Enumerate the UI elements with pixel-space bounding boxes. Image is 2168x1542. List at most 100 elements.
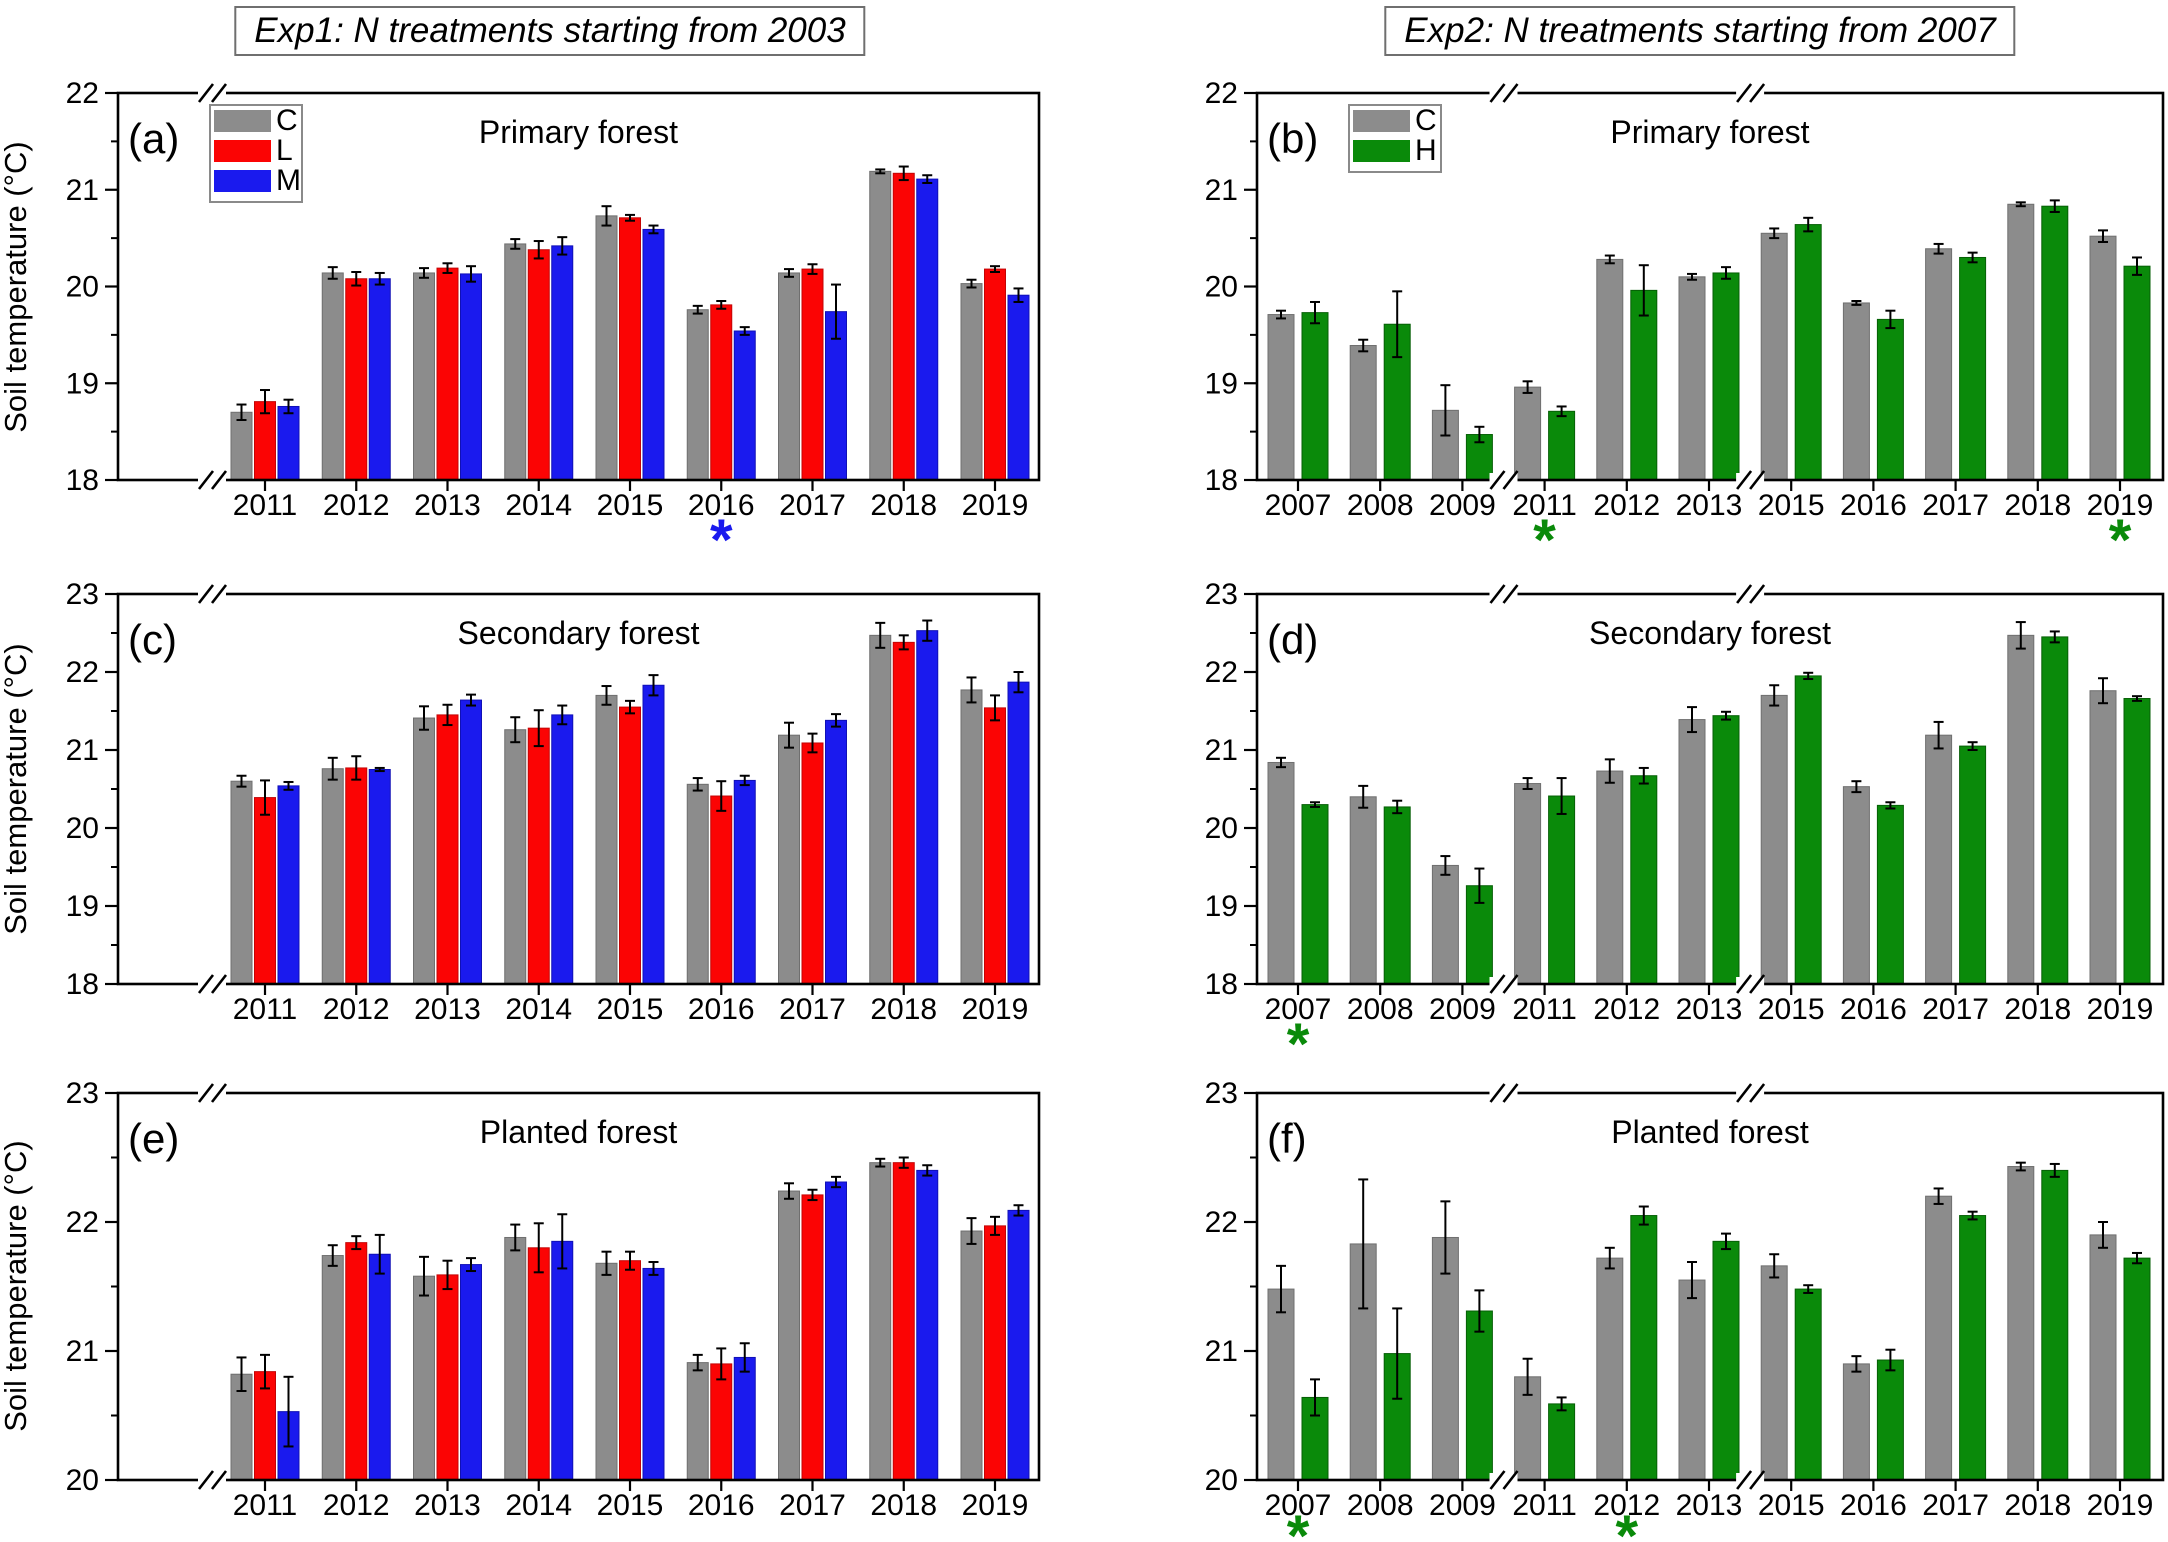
- bar-b-2018-C: [2007, 203, 2035, 481]
- significance-asterisk: *: [1287, 1504, 1310, 1542]
- x-tick-label: 2007: [1265, 489, 1332, 522]
- x-tick-label: 2018: [2004, 1489, 2071, 1522]
- bar-e-2018-L: [892, 1162, 915, 1481]
- panel-letter: (a): [128, 115, 179, 162]
- panel-letter: (d): [1267, 616, 1318, 663]
- bar-f-2019-C: [2089, 1234, 2117, 1481]
- panel-letter: (f): [1267, 1115, 1307, 1162]
- bar-d-2007-H: [1301, 804, 1329, 985]
- bar-f-2012-H: [1630, 1215, 1658, 1481]
- bar-c-2013-C: [413, 717, 435, 985]
- x-tick-label: 2013: [1676, 489, 1743, 522]
- x-tick-label: 2018: [870, 489, 937, 522]
- axis-break-slash: [197, 83, 215, 103]
- significance-asterisk: *: [1533, 508, 1556, 573]
- bar-b-2008-C: [1349, 345, 1377, 481]
- bar-d-2009-C: [1431, 864, 1459, 985]
- axis-break-gap: [1736, 86, 1765, 100]
- panel-title: Secondary forest: [458, 615, 700, 651]
- axis-break-slash: [1502, 83, 1519, 103]
- x-tick-label: 2016: [1840, 1489, 1907, 1522]
- bar-e-2014-M: [551, 1240, 574, 1481]
- bar-d-2017-C: [1925, 734, 1953, 985]
- x-tick-label: 2017: [1922, 993, 1989, 1026]
- panel-title: Primary forest: [1610, 114, 1809, 150]
- panel-title: Planted forest: [1611, 1114, 1809, 1150]
- axis-break-slash: [1489, 83, 1506, 103]
- bar-f-2013-H: [1712, 1240, 1740, 1481]
- x-tick-label: 2013: [1676, 993, 1743, 1026]
- bar-a-2017-C: [778, 272, 800, 481]
- y-tick-label: 19: [66, 367, 99, 400]
- bar-c-2013-L: [436, 714, 459, 985]
- bar-e-2014-C: [504, 1236, 527, 1481]
- y-tick-label: 19: [66, 890, 99, 923]
- bar-e-2019-L: [984, 1225, 1006, 1481]
- bar-a-2018-C: [869, 170, 892, 481]
- bar-c-2019-C: [960, 689, 983, 985]
- axis-break-slash: [210, 470, 228, 490]
- x-tick-label: 2015: [1758, 1489, 1825, 1522]
- bar-f-2015-C: [1760, 1265, 1788, 1481]
- y-tick-label: 21: [66, 1335, 99, 1368]
- axis-break-slash: [1489, 1470, 1506, 1490]
- axis-break-gap: [198, 86, 226, 100]
- axis-break-gap: [1736, 1473, 1765, 1487]
- x-tick-label: 2009: [1429, 993, 1496, 1026]
- x-tick-label: 2008: [1347, 993, 1414, 1026]
- legend-swatch-C: [214, 110, 271, 132]
- panel-letter: (c): [128, 616, 177, 663]
- bar-b-2012-C: [1596, 258, 1624, 481]
- bar-f-2011-H: [1548, 1403, 1576, 1481]
- panel-f: 20 21 22 23 2007 2008 2009 2011 2012 2013 2015 2016…: [1205, 1077, 2165, 1542]
- bar-a-2015-L: [619, 217, 641, 481]
- y-tick-label: 21: [66, 734, 99, 767]
- x-tick-label: 2009: [1429, 1489, 1496, 1522]
- bar-e-2019-C: [960, 1230, 983, 1481]
- bar-e-2015-M: [642, 1267, 665, 1481]
- bar-b-2011-H: [1548, 410, 1576, 481]
- bar-c-2015-L: [619, 706, 641, 985]
- axis-break-gap: [1489, 977, 1518, 991]
- bar-c-2016-L: [710, 795, 733, 985]
- axis-break-gap: [1736, 587, 1765, 601]
- bar-b-2016-C: [1842, 302, 1870, 481]
- axis-break-slash: [210, 974, 228, 994]
- y-tick-label: 19: [1205, 890, 1238, 923]
- bar-c-2014-L: [527, 727, 550, 985]
- x-tick-label: 2017: [779, 993, 846, 1026]
- y-tick-label: 23: [1205, 578, 1238, 611]
- bar-d-2013-H: [1712, 715, 1740, 985]
- bar-f-2016-H: [1876, 1359, 1904, 1481]
- bar-a-2013-M: [460, 273, 482, 481]
- x-tick-label: 2016: [688, 489, 755, 522]
- axis-break-slash: [1736, 1083, 1753, 1103]
- x-tick-label: 2018: [2004, 489, 2071, 522]
- axis-break-gap: [198, 587, 226, 601]
- axis-break-slash: [1736, 974, 1753, 994]
- axis-break-gap: [198, 1473, 226, 1487]
- bar-d-2015-H: [1794, 675, 1822, 985]
- x-tick-label: 2008: [1347, 489, 1414, 522]
- x-tick-label: 2013: [414, 993, 481, 1026]
- bar-c-2019-L: [984, 707, 1006, 985]
- axis-break-slash: [210, 1470, 228, 1490]
- y-tick-label: 18: [66, 464, 99, 497]
- legend-label-C: C: [1415, 104, 1437, 137]
- bar-a-2011-M: [277, 405, 300, 481]
- axis-break-gap: [1489, 587, 1518, 601]
- bar-c-2018-L: [892, 641, 915, 985]
- significance-asterisk: *: [2109, 508, 2132, 573]
- bar-f-2019-H: [2123, 1257, 2151, 1481]
- bar-c-2016-C: [686, 783, 709, 985]
- bar-a-2018-M: [916, 178, 939, 481]
- axis-break-gap: [1489, 86, 1518, 100]
- bar-f-2018-C: [2007, 1166, 2035, 1481]
- bar-a-2013-C: [413, 272, 435, 481]
- legend-label-H: H: [1415, 134, 1437, 167]
- axis-break-slash: [1489, 1083, 1506, 1103]
- bar-e-2012-C: [321, 1255, 344, 1481]
- y-tick-label: 20: [1205, 1464, 1238, 1497]
- axis-break-gap: [198, 1086, 226, 1100]
